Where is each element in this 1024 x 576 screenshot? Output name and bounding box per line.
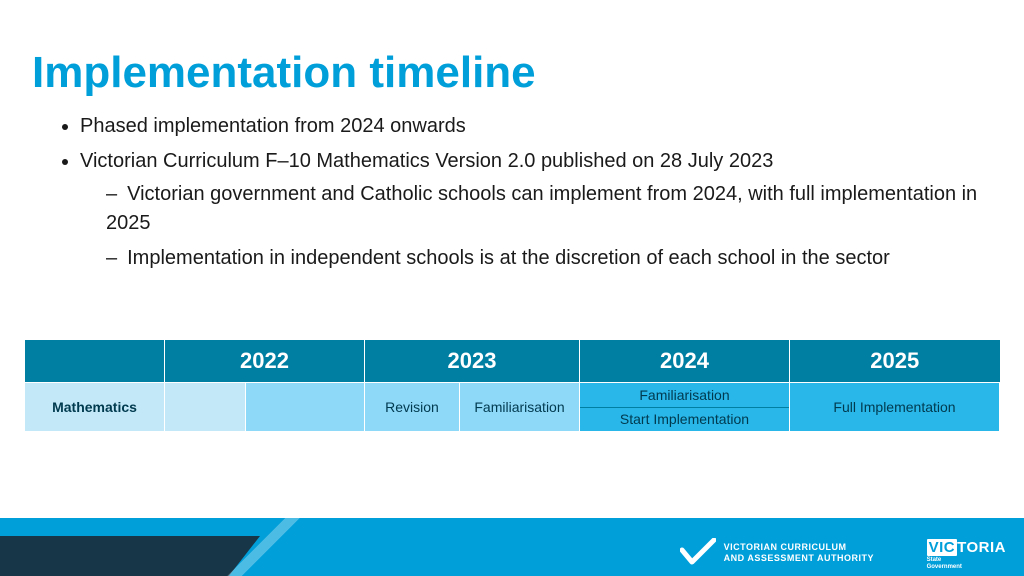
page-title: Implementation timeline [32,48,536,98]
phase-revision: Revision [365,383,459,431]
gov-subtext: State [927,557,1006,563]
vcaa-text: VICTORIAN CURRICULUM AND ASSESSMENT AUTH… [724,542,874,564]
year-2024-cell: Familiarisation Start Implementation [580,383,790,432]
brand-line: VICTORIAN CURRICULUM [724,542,874,553]
phase-revision-start [245,383,364,431]
brand-line: AND ASSESSMENT AUTHORITY [724,553,874,564]
bullet-text: Phased implementation from 2024 onwards [80,115,466,137]
toria-text: TORIA [957,539,1006,556]
blank-phase [165,383,245,431]
year-header: 2025 [790,340,1000,383]
table-header-row: 2022 2023 2024 2025 [25,340,1000,383]
sub-bullet-item: Implementation in independent schools is… [106,244,984,273]
victoria-text: VICTORIA [927,539,1006,556]
slide: Implementation timeline Phased implement… [0,0,1024,576]
table-row: Mathematics Revision Familiarisation F [25,383,1000,432]
year-header: 2022 [165,340,365,383]
year-2023-cell: Revision Familiarisation [365,383,580,432]
year-2022-cell [165,383,365,432]
year-header: 2023 [365,340,580,383]
year-header: 2024 [580,340,790,383]
phase-text: Familiarisation [474,399,564,415]
phase-text: Full Implementation [833,399,955,415]
victoria-gov-logo: VICTORIA State Government [927,539,1006,570]
footer-diagonal [200,518,320,576]
bullet-item: Phased implementation from 2024 onwards [80,112,984,141]
bullet-text: Victorian government and Catholic school… [106,183,977,234]
row-label: Mathematics [25,383,165,432]
phase-familiarisation: Familiarisation [459,383,579,431]
bullet-text: Implementation in independent schools is… [127,247,890,269]
bullet-text: Victorian Curriculum F–10 Mathematics Ve… [80,150,773,172]
vic-highlight: VIC [927,539,958,556]
vcaa-logo: VICTORIAN CURRICULUM AND ASSESSMENT AUTH… [680,538,874,568]
bullet-item: Victorian Curriculum F–10 Mathematics Ve… [80,147,984,273]
gov-subtext: Government [927,564,1006,570]
sub-bullet-item: Victorian government and Catholic school… [106,180,984,238]
phase-start-implementation: Start Implementation [580,408,789,432]
phase-familiarisation-2024: Familiarisation [580,383,789,408]
phase-text: Revision [385,399,439,415]
timeline-table: 2022 2023 2024 2025 Mathematics Revision… [24,340,1000,432]
phase-text: Start Implementation [620,411,749,427]
footer: VICTORIAN CURRICULUM AND ASSESSMENT AUTH… [0,518,1024,576]
phase-full-implementation: Full Implementation [790,383,1000,432]
phase-text: Familiarisation [639,387,729,403]
table-corner [25,340,165,383]
bullet-list: Phased implementation from 2024 onwards … [60,112,984,279]
checkmark-icon [680,538,716,568]
